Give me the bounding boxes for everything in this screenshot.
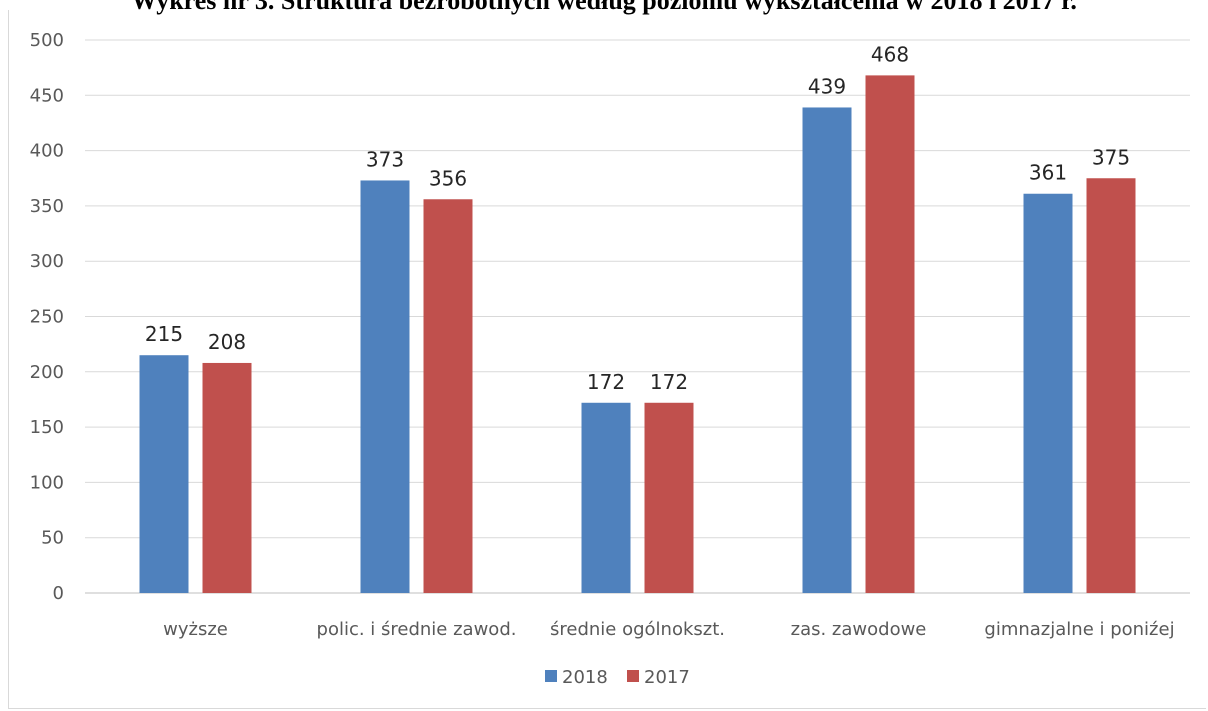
data-label: 373 — [366, 147, 404, 171]
bar-2017 — [644, 402, 694, 593]
data-label: 361 — [1029, 161, 1067, 185]
bar-2017 — [423, 199, 473, 593]
data-label: 439 — [808, 74, 846, 98]
y-tick-label: 300 — [30, 251, 64, 272]
y-tick-label: 350 — [30, 196, 64, 217]
bar-2017 — [202, 362, 252, 593]
y-tick-label: 250 — [30, 307, 64, 328]
chart-title: Wykres nr 3. Struktura bezrobotnych wedł… — [131, 0, 1077, 15]
legend-swatch-2018 — [545, 670, 557, 682]
data-label: 172 — [587, 370, 625, 394]
x-tick-label: polic. i średnie zawod. — [317, 619, 517, 640]
chart-frame — [8, 10, 1206, 709]
data-label: 172 — [650, 370, 688, 394]
data-label: 208 — [208, 330, 246, 354]
y-tick-label: 400 — [30, 141, 64, 162]
legend-swatch-2017 — [627, 670, 639, 682]
legend-label: 2018 — [562, 667, 608, 688]
bar-2017 — [1086, 178, 1136, 593]
y-tick-label: 200 — [30, 362, 64, 383]
data-label: 215 — [145, 322, 183, 346]
x-tick-label: wyższe — [163, 619, 228, 640]
y-tick-label: 450 — [30, 85, 64, 106]
bar-2018 — [139, 355, 189, 593]
y-tick-label: 500 — [30, 30, 64, 51]
bar-2017 — [865, 75, 915, 594]
bar-2018 — [581, 402, 631, 593]
data-label: 375 — [1092, 145, 1130, 169]
legend-label: 2017 — [644, 667, 690, 688]
y-tick-label: 100 — [30, 472, 64, 493]
x-tick-label: średnie ogólnokszt. — [550, 619, 725, 640]
data-label: 468 — [871, 42, 909, 66]
data-label: 356 — [429, 166, 467, 190]
bar-2018 — [360, 180, 410, 593]
y-tick-label: 50 — [41, 528, 64, 549]
bar-2018 — [1023, 193, 1073, 593]
x-tick-label: zas. zawodowe — [791, 619, 927, 640]
x-tick-label: gimnazjalne i poniźej — [984, 619, 1174, 640]
bar-2018 — [802, 107, 852, 593]
y-tick-label: 150 — [30, 417, 64, 438]
y-tick-label: 0 — [53, 583, 64, 604]
